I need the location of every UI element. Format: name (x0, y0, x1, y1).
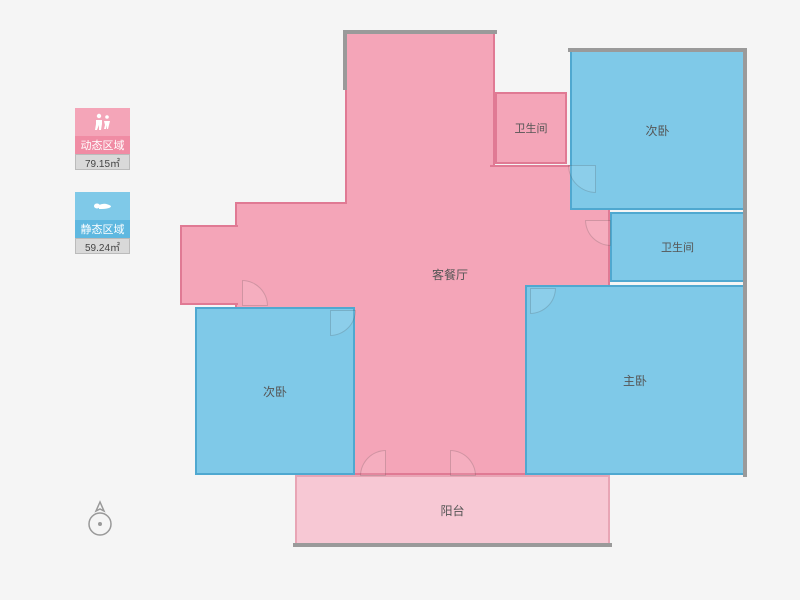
legend-dynamic-value: 79.15㎡ (75, 154, 130, 170)
compass-icon (85, 500, 115, 538)
wall-edge (293, 543, 612, 547)
sleep-icon (75, 192, 130, 220)
wall-edge (343, 30, 347, 90)
bed-main-label: 主卧 (623, 372, 647, 389)
people-icon (75, 108, 130, 136)
legend-static-label: 静态区域 (75, 220, 130, 238)
wall-edge (343, 30, 497, 34)
legend-dynamic-label: 动态区域 (75, 136, 130, 154)
bath2-label: 卫生间 (661, 239, 694, 255)
room-balcony: 阳台 (295, 475, 610, 545)
room-living-left (180, 225, 238, 305)
bed2-top-label: 次卧 (645, 122, 669, 139)
room-bath2: 卫生间 (610, 212, 745, 282)
wall-edge (743, 48, 747, 477)
legend-static-value: 59.24㎡ (75, 238, 130, 254)
legend-dynamic: 动态区域 79.15㎡ (75, 108, 130, 170)
room-bath1: 卫生间 (495, 92, 567, 164)
seam-cover (347, 200, 493, 206)
wall-edge (568, 48, 747, 52)
bath1-label: 卫生间 (515, 120, 548, 136)
room-bed2-top: 次卧 (570, 50, 745, 210)
seam-cover (355, 305, 359, 473)
room-living-top (345, 32, 495, 204)
legend-static: 静态区域 59.24㎡ (75, 192, 130, 254)
legend-panel: 动态区域 79.15㎡ 静态区域 59.24㎡ (75, 108, 130, 254)
seam-cover (233, 227, 239, 303)
balcony-label: 阳台 (440, 502, 464, 519)
room-bed-main: 主卧 (525, 285, 745, 475)
bed2-left-label: 次卧 (263, 383, 287, 400)
living-label: 客餐厅 (432, 266, 468, 283)
floorplan: 客餐厅 卫生间 次卧 卫生间 主卧 次卧 阳台 (180, 20, 760, 565)
